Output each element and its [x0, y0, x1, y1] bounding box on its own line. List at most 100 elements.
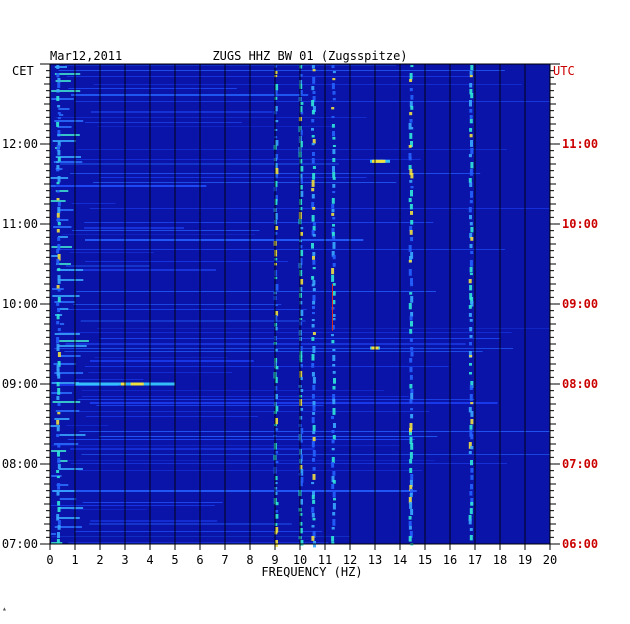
x-tick-label: 16 — [443, 553, 457, 567]
energy-row — [51, 536, 351, 537]
band-cell — [408, 198, 412, 203]
band-cell — [57, 451, 60, 457]
band-cell — [299, 322, 303, 326]
band-cell — [57, 443, 61, 448]
band-cell — [275, 284, 279, 291]
band-cell — [274, 304, 278, 307]
band-cell — [275, 366, 279, 370]
band-cell — [469, 508, 473, 515]
band-cell — [312, 222, 316, 226]
band-cell — [331, 527, 335, 530]
band-cell — [409, 367, 413, 373]
band-cell — [332, 503, 336, 510]
band-cell — [274, 106, 278, 112]
band-cell — [57, 83, 61, 88]
utc-tick-label: 11:00 — [562, 137, 598, 151]
band-cell — [299, 130, 303, 136]
band-cell — [312, 234, 316, 237]
band-cell — [332, 236, 336, 240]
energy-row — [55, 117, 367, 118]
band-cell — [469, 319, 473, 322]
low-freq-cell — [51, 475, 62, 477]
band-cell — [332, 283, 336, 286]
x-tick-label: 19 — [518, 553, 532, 567]
event-peak — [130, 382, 136, 386]
band-cell — [274, 90, 278, 97]
low-freq-cell — [52, 295, 80, 297]
band-cell — [274, 277, 278, 280]
band-cell — [275, 311, 279, 317]
x-tick-label: 11 — [318, 553, 332, 567]
low-freq-cell — [57, 345, 87, 347]
band-cell — [410, 252, 414, 259]
energy-row — [68, 88, 237, 89]
band-cell — [409, 531, 413, 538]
band-cell — [274, 199, 278, 205]
low-freq-cell — [50, 185, 56, 187]
band-cell — [300, 455, 303, 462]
band-cell — [299, 395, 303, 398]
energy-row — [66, 425, 109, 426]
band-cell — [470, 227, 474, 233]
low-freq-cell — [58, 468, 83, 470]
band-cell — [56, 161, 60, 164]
low-freq-cell — [51, 382, 79, 384]
event-peak — [380, 159, 386, 163]
band-cell — [56, 470, 60, 473]
band-cell — [57, 464, 61, 470]
low-freq-cell — [57, 134, 80, 136]
band-cell — [312, 96, 316, 103]
band-cell — [312, 531, 316, 538]
band-cell — [410, 278, 413, 285]
band-cell — [312, 425, 316, 432]
band-cell — [331, 116, 335, 119]
band-cell — [274, 220, 278, 225]
band-cell — [275, 140, 279, 146]
x-axis-ticks: 0 1 2 3 4 5 6 7 8 9 10 11 12 13 14 15 16 17 18 19 20 — [46, 544, 557, 567]
band-cell — [408, 145, 412, 148]
low-freq-cell — [58, 236, 68, 238]
band-cell — [300, 364, 303, 368]
low-freq-cell — [54, 120, 84, 122]
band-cell — [274, 65, 278, 68]
band-cell — [311, 417, 315, 424]
band-cell — [332, 291, 336, 296]
band-cell — [57, 483, 61, 490]
band-cell — [408, 245, 412, 252]
band-cell — [312, 491, 315, 496]
band-cell — [56, 382, 60, 387]
band-cell — [410, 127, 414, 130]
band-cell — [410, 393, 414, 400]
band-cell — [408, 303, 412, 310]
band-cell — [332, 224, 335, 227]
band-cell — [469, 100, 472, 107]
band-cell — [469, 71, 473, 76]
band-cell — [312, 295, 316, 302]
band-cell — [410, 312, 414, 317]
corner-glyph: ▴ — [2, 604, 7, 613]
band-cell — [57, 176, 61, 183]
band-cell — [311, 135, 315, 138]
energy-row — [82, 396, 409, 397]
band-cell — [312, 106, 316, 112]
band-cell — [331, 213, 335, 216]
low-freq-cell — [57, 126, 72, 128]
low-freq-cell — [51, 255, 58, 257]
band-cell — [332, 355, 336, 361]
band-cell — [332, 166, 335, 172]
band-cell — [274, 129, 278, 131]
band-cell — [312, 256, 315, 260]
band-cell — [469, 293, 473, 300]
band-cell — [409, 459, 413, 464]
band-cell — [311, 188, 315, 192]
band-cell — [56, 365, 60, 371]
band-cell — [410, 321, 413, 327]
band-cell — [299, 287, 303, 292]
band-cell — [56, 229, 60, 233]
band-cell — [331, 65, 335, 69]
energy-row — [72, 230, 260, 231]
band-cell — [331, 198, 335, 204]
band-cell — [57, 352, 61, 357]
band-cell — [275, 540, 278, 547]
low-freq-cell — [56, 263, 71, 265]
